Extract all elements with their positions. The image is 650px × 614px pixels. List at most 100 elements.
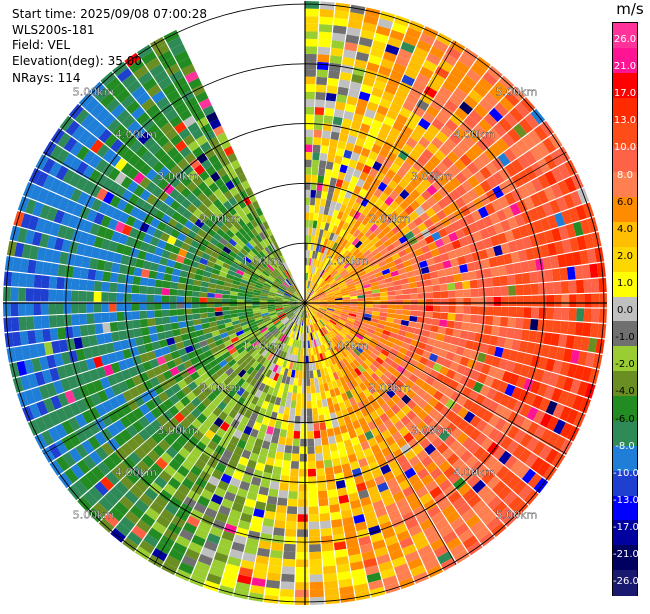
ring-label: 4.00km — [115, 128, 157, 141]
range-gate — [267, 450, 276, 459]
range-gate — [306, 363, 309, 371]
range-gate — [222, 307, 230, 311]
range-gate — [470, 280, 478, 289]
range-gate — [289, 484, 298, 492]
range-gate — [402, 315, 410, 321]
ring-label: 4.00km — [115, 466, 157, 479]
range-gate — [147, 278, 155, 286]
range-gate — [327, 78, 338, 87]
nrays-label: NRays: 114 — [12, 71, 81, 85]
range-gate — [280, 589, 294, 597]
range-gate — [305, 205, 310, 213]
range-gate — [309, 559, 322, 567]
range-gate — [310, 190, 316, 198]
range-gate — [431, 278, 439, 285]
range-gate — [275, 451, 283, 460]
range-gate — [126, 266, 135, 276]
range-gate — [297, 529, 308, 537]
range-gate — [317, 175, 324, 183]
range-gate — [539, 307, 547, 319]
range-gate — [56, 315, 64, 327]
range-gate — [380, 308, 388, 312]
range-gate — [463, 289, 471, 297]
range-gate — [157, 332, 166, 340]
range-gate — [365, 307, 373, 311]
range-gate — [146, 295, 154, 303]
range-gate — [125, 275, 134, 284]
range-gate — [546, 282, 554, 294]
range-gate — [299, 371, 303, 379]
range-gate — [599, 309, 607, 323]
range-gate — [11, 302, 19, 316]
range-gate — [207, 293, 215, 298]
range-gate — [280, 475, 289, 483]
range-gate — [307, 424, 313, 432]
range-gate — [446, 320, 454, 328]
colorbar-tick-label: 1.0 — [613, 279, 637, 289]
range-gate — [126, 329, 135, 339]
range-gate — [26, 288, 34, 301]
range-gate — [387, 313, 395, 318]
range-gate — [305, 160, 312, 168]
range-gate — [516, 285, 524, 296]
range-gate — [285, 438, 292, 446]
range-gate — [316, 77, 327, 85]
ppi-plot: 1.00km2.00km3.00km4.00km5.00km1.00km2.00… — [0, 0, 612, 610]
colorbar-tick-label: -21.0 — [613, 550, 637, 560]
range-gate — [318, 498, 328, 506]
range-gate — [320, 528, 332, 537]
range-gate — [301, 409, 306, 417]
range-gate — [284, 536, 296, 544]
range-gate — [50, 328, 59, 341]
range-gate — [402, 310, 410, 315]
range-gate — [298, 378, 302, 386]
range-gate — [507, 275, 516, 286]
range-gate — [207, 307, 215, 312]
range-gate — [521, 330, 530, 341]
range-gate — [200, 287, 208, 293]
range-gate — [291, 400, 297, 408]
range-gate — [163, 324, 172, 332]
range-gate — [305, 197, 310, 205]
range-gate — [295, 370, 299, 378]
range-gate — [311, 393, 316, 401]
range-gate — [319, 422, 326, 430]
range-gate — [34, 275, 43, 288]
range-gate — [320, 145, 328, 153]
range-gate — [270, 481, 280, 490]
range-gate — [331, 170, 339, 179]
range-gate — [486, 287, 494, 296]
range-gate — [272, 535, 284, 544]
range-gate — [35, 330, 44, 343]
colorbar-tick-label: -1.0 — [613, 333, 637, 343]
range-gate — [87, 269, 96, 280]
range-gate — [282, 559, 295, 567]
range-gate — [164, 330, 173, 338]
range-gate — [309, 514, 319, 522]
range-gate — [326, 474, 335, 483]
range-gate — [118, 330, 127, 340]
range-gate — [448, 298, 456, 305]
range-gate — [124, 312, 132, 321]
range-gate — [380, 296, 388, 300]
range-gate — [537, 271, 546, 283]
range-gate — [116, 303, 124, 312]
range-gate — [498, 265, 507, 276]
range-gate — [87, 324, 96, 335]
range-gate — [313, 220, 318, 228]
range-gate — [281, 581, 295, 589]
range-gate — [305, 92, 315, 100]
range-gate — [26, 302, 34, 315]
range-gate — [291, 461, 299, 469]
range-gate — [265, 587, 279, 596]
range-gate — [297, 537, 308, 545]
range-gate — [193, 319, 201, 325]
range-gate — [321, 437, 329, 445]
ring-label: 3.00km — [157, 170, 199, 183]
range-gate — [102, 323, 111, 333]
range-gate — [373, 297, 381, 301]
colorbar-tick-label: -8.0 — [613, 442, 637, 452]
range-gate — [309, 220, 313, 228]
range-gate — [317, 62, 329, 70]
range-gate — [326, 161, 334, 170]
